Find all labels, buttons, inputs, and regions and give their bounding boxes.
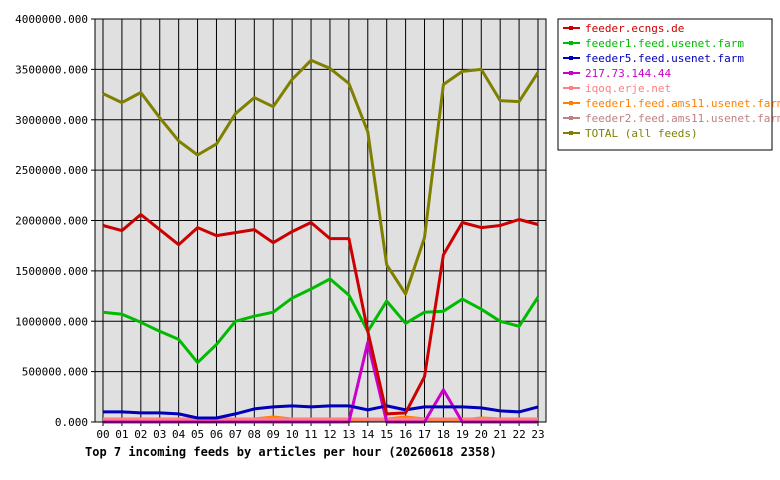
series-line-2 bbox=[103, 404, 539, 420]
x-tick-label: 12 bbox=[323, 428, 336, 441]
legend-marker bbox=[569, 116, 573, 120]
x-tick-label: 20 bbox=[475, 428, 488, 441]
x-tick-label: 19 bbox=[456, 428, 469, 441]
x-tick-label: 08 bbox=[248, 428, 261, 441]
y-tick-label: 2500000.000 bbox=[15, 164, 88, 177]
legend: feeder.ecngs.de feeder1.feed.usenet.farm f… bbox=[557, 18, 780, 151]
x-tick-label: 02 bbox=[134, 428, 147, 441]
legend-label: TOTAL (all feeds) bbox=[585, 127, 698, 140]
legend-label: feeder2.feed.ams11.usenet.farm bbox=[585, 112, 780, 125]
x-tick-label: 00 bbox=[96, 428, 109, 441]
x-tick-label: 04 bbox=[172, 428, 186, 441]
x-tick-label: 22 bbox=[512, 428, 525, 441]
legend-marker bbox=[569, 71, 573, 75]
y-tick-label: 2000000.000 bbox=[15, 215, 88, 228]
y-tick-label: 3500000.000 bbox=[15, 63, 88, 76]
legend-label: 217.73.144.44 bbox=[585, 67, 671, 80]
x-tick-label: 11 bbox=[304, 428, 317, 441]
x-tick-label: 13 bbox=[342, 428, 355, 441]
plot-frame bbox=[94, 18, 547, 423]
legend-marker bbox=[569, 86, 573, 90]
legend-marker bbox=[569, 101, 573, 105]
x-tick-label: 06 bbox=[210, 428, 223, 441]
y-tick-label: 1500000.000 bbox=[15, 265, 88, 278]
series-line-1 bbox=[102, 277, 540, 365]
x-tick-label: 09 bbox=[267, 428, 280, 441]
legend-marker bbox=[569, 56, 573, 60]
x-axis: 00 01 02 03 04 05 06 07 08 09 10 11 12 13 14 15 16 17 18 19… bbox=[96, 422, 545, 441]
x-tick-label: 17 bbox=[418, 428, 431, 441]
x-tick-label: 15 bbox=[380, 428, 393, 441]
y-tick-label: 500000.000 bbox=[22, 366, 88, 379]
legend-label: feeder1.feed.ams11.usenet.farm bbox=[585, 97, 780, 110]
legend-label: feeder1.feed.usenet.farm bbox=[585, 37, 744, 50]
x-tick-label: 01 bbox=[115, 428, 128, 441]
legend-label: feeder.ecngs.de bbox=[585, 22, 684, 35]
x-tick-label: 23 bbox=[531, 428, 544, 441]
legend-label: iqoq.erje.net bbox=[585, 82, 671, 95]
legend-marker bbox=[569, 131, 573, 135]
x-tick-label: 10 bbox=[286, 428, 299, 441]
x-tick-label: 18 bbox=[437, 428, 450, 441]
y-tick-label: 1000000.000 bbox=[15, 315, 88, 328]
y-tick-label: 0.000 bbox=[55, 416, 88, 429]
chart-title: Top 7 incoming feeds by articles per hou… bbox=[85, 445, 497, 459]
series-line-0 bbox=[102, 213, 539, 416]
legend-marker bbox=[569, 41, 573, 45]
x-tick-label: 16 bbox=[399, 428, 412, 441]
y-tick-label: 4000000.000 bbox=[15, 13, 88, 26]
x-tick-label: 03 bbox=[153, 428, 166, 441]
x-tick-label: 05 bbox=[191, 428, 204, 441]
y-axis: 0.000 500000.000 1000000.000 1500000.000 200… bbox=[15, 13, 95, 429]
legend-marker bbox=[569, 26, 573, 30]
x-tick-label: 07 bbox=[229, 428, 242, 441]
legend-box bbox=[557, 18, 773, 151]
x-tick-label: 21 bbox=[494, 428, 507, 441]
y-tick-label: 3000000.000 bbox=[15, 114, 88, 127]
series-line-7 bbox=[102, 58, 540, 296]
legend-label: feeder5.feed.usenet.farm bbox=[585, 52, 744, 65]
x-tick-label: 14 bbox=[361, 428, 375, 441]
